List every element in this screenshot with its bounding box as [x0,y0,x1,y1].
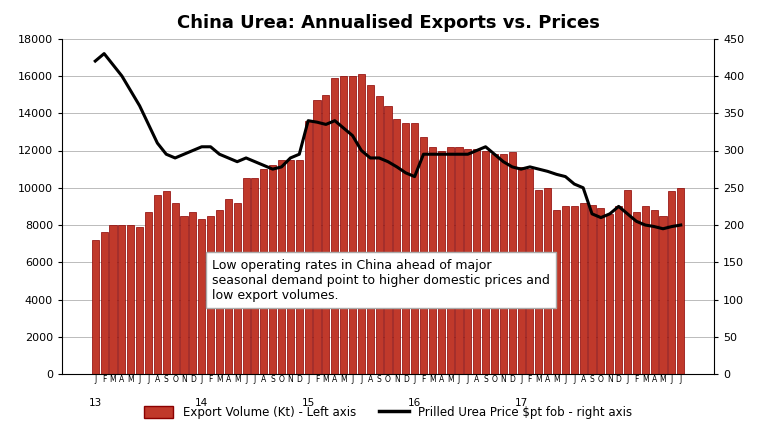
Text: Low operating rates in China ahead of major
seasonal demand point to higher dome: Low operating rates in China ahead of ma… [212,259,550,302]
Text: 15: 15 [302,398,315,408]
Bar [171,203,178,374]
Bar [322,95,330,374]
Bar [456,147,462,374]
Text: 14: 14 [195,398,208,408]
Bar [234,203,241,374]
Bar [668,191,675,374]
Bar [305,121,312,374]
Bar [278,160,285,374]
Bar [376,96,383,374]
Bar [393,119,400,374]
Bar [384,106,392,374]
Bar [136,227,143,374]
Bar [216,210,223,374]
Bar [588,205,596,374]
Bar [508,152,516,374]
Bar [420,138,427,374]
Bar [473,149,480,374]
Bar [180,216,188,374]
Bar [660,216,667,374]
Bar [615,206,622,374]
Bar [269,166,276,374]
Bar [446,147,454,374]
Bar [127,225,134,374]
Bar [349,76,356,374]
Bar [482,150,489,374]
Bar [535,190,542,374]
Bar [606,214,613,374]
Bar [553,210,560,374]
Bar [570,206,578,374]
Bar [145,212,152,374]
Bar [287,160,294,374]
Bar [402,123,409,374]
Bar [642,206,649,374]
Bar [154,195,161,374]
Text: 17: 17 [514,398,528,408]
Bar [358,74,365,374]
Bar [367,85,374,374]
Bar [438,150,445,374]
Bar [207,216,214,374]
Bar [526,169,533,374]
Bar [544,188,551,374]
Bar [92,240,99,374]
Bar [633,212,640,374]
Bar [500,154,507,374]
Bar [562,206,569,374]
Bar [260,169,268,374]
Bar [109,225,116,374]
Bar [243,178,250,374]
Bar [580,203,587,374]
Bar [331,78,338,374]
Legend: Export Volume (Kt) - Left axis, Prilled Urea Price $pt fob - right axis: Export Volume (Kt) - Left axis, Prilled … [139,402,637,424]
Bar [225,199,232,374]
Bar [677,188,684,374]
Bar [491,154,498,374]
Bar [518,167,525,374]
Text: 16: 16 [408,398,421,408]
Bar [429,147,436,374]
Title: China Urea: Annualised Exports vs. Prices: China Urea: Annualised Exports vs. Price… [177,14,599,31]
Bar [296,160,303,374]
Bar [314,100,320,374]
Bar [118,225,126,374]
Bar [251,178,258,374]
Bar [101,233,108,374]
Bar [163,191,170,374]
Bar [598,208,605,374]
Bar [189,212,196,374]
Bar [624,190,631,374]
Text: 13: 13 [88,398,102,408]
Bar [411,123,418,374]
Bar [340,76,347,374]
Bar [650,210,658,374]
Bar [464,149,471,374]
Bar [198,219,206,374]
